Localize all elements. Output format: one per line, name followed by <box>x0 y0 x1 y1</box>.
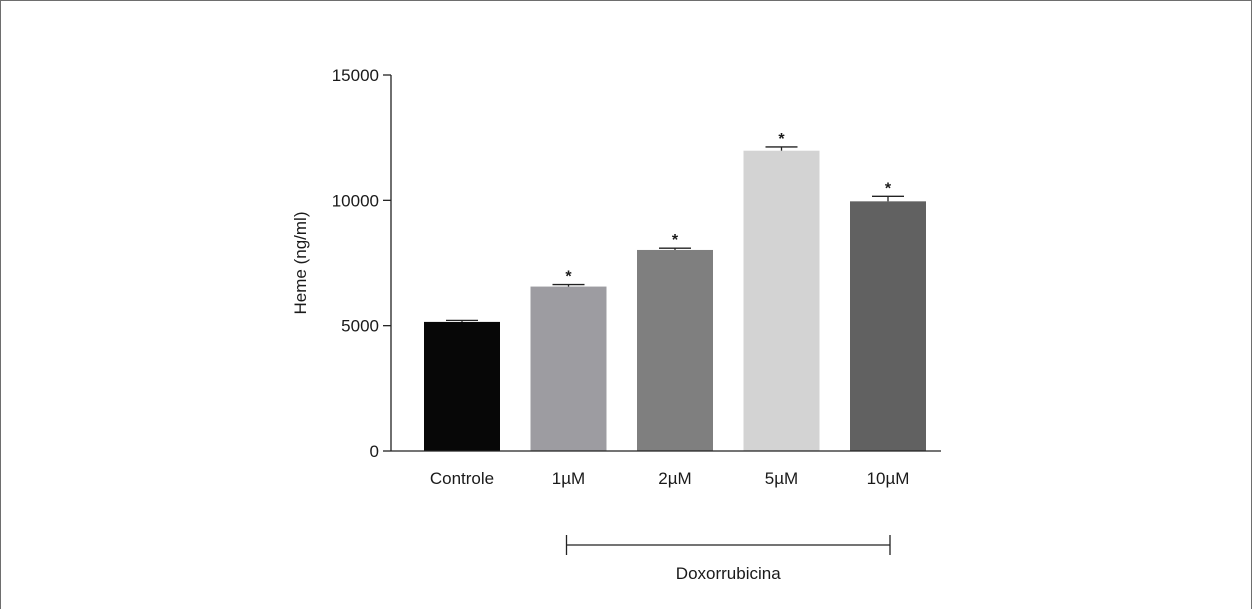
bars-layer <box>424 150 926 451</box>
significance-marker-3: * <box>672 232 679 249</box>
bar-4 <box>743 150 820 451</box>
y-tick-label-2: 5000 <box>341 317 379 336</box>
x-tick-label-4: 5µM <box>765 469 798 488</box>
bar-5 <box>850 201 926 451</box>
group-bracket-label: Doxorrubicina <box>676 564 781 583</box>
significance-marker-5: * <box>885 180 892 197</box>
x-tick-label-2: 1µM <box>552 469 585 488</box>
y-ticks-layer: 0 5000 10000 15000 <box>332 66 391 461</box>
bar-3 <box>637 249 713 451</box>
significance-marker-2: * <box>565 269 572 286</box>
x-tick-label-1: Controle <box>430 469 494 488</box>
axes-layer <box>390 75 941 452</box>
significance-marker-4: * <box>778 131 785 148</box>
y-tick-label-4: 15000 <box>332 66 379 85</box>
group-bracket: Doxorrubicina <box>565 535 891 583</box>
error-bars-layer <box>446 146 904 322</box>
significance-markers-layer: * * * * <box>565 131 892 286</box>
bar-1 <box>424 321 500 451</box>
y-tick-label-3: 10000 <box>332 191 379 210</box>
x-tick-label-3: 2µM <box>658 469 691 488</box>
x-tick-label-5: 10µM <box>867 469 910 488</box>
y-tick-label-1: 0 <box>370 442 379 461</box>
bar-2 <box>530 286 607 451</box>
y-axis-label: Heme (ng/ml) <box>291 212 310 315</box>
x-ticks-layer: Controle 1µM 2µM 5µM 10µM <box>430 469 910 488</box>
